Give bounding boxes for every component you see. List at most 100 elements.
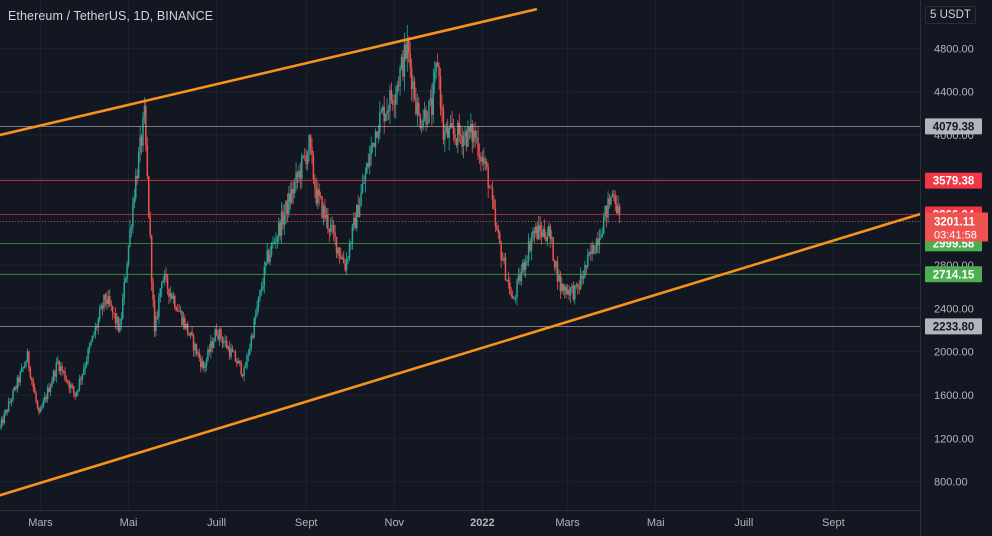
candle-up [218,328,221,340]
candle-up [119,324,121,332]
candle-up [598,238,601,246]
candle-down [312,154,315,180]
candle-down [226,341,228,349]
price-tick-label: 1600.00 [934,390,974,402]
candle-up [116,316,118,324]
candle-down [500,242,502,261]
candle-up [516,280,518,298]
candle-up [569,287,572,296]
candle-up [25,362,27,366]
candle-down [251,335,254,338]
candle-up [75,391,78,397]
candle-down [28,351,30,368]
candle-down [501,260,504,261]
candle-up [481,157,484,162]
candle-down [113,312,115,314]
candle-up [124,278,127,283]
candle-up [207,349,209,360]
candle-up [230,348,232,357]
countdown-label: 03:41:58 [934,230,977,242]
candle-up [433,71,436,83]
candle-down [578,286,580,289]
candle-down [149,216,151,236]
price-tick-label: 4800.00 [934,43,974,55]
candle-down [174,296,176,308]
candle-up [561,283,563,291]
candle-up [264,262,267,267]
candle-up [449,123,452,129]
candle-up [604,205,606,217]
candle-up [470,124,472,133]
candle-down [488,187,491,189]
time-tick-label: Mars [555,517,580,529]
candle-down [387,110,390,112]
candle-up [341,257,344,259]
candle-up [3,413,6,423]
candle-up [247,354,250,356]
candle-up [360,192,362,205]
candle-up [0,419,3,427]
candle-up [90,341,92,346]
candle-up [520,272,523,282]
candle-down [236,361,238,364]
candle-up [513,298,515,300]
candle-up [325,214,328,219]
candle-down [146,145,149,176]
candle-down [354,217,357,229]
last-price-label: 3201.11 [934,217,976,229]
candle-up [172,296,175,299]
candle-down [419,115,422,128]
candle-down [493,200,495,209]
candle-down [311,146,313,155]
candle-up [601,233,604,238]
candle-down [540,231,543,237]
candle-down [431,98,433,115]
candle-up [298,170,300,178]
candle-up [546,236,549,241]
candle-down [409,52,411,68]
candle-down [2,419,4,423]
candle-up [169,293,172,297]
candle-up [59,366,62,372]
candle-up [435,62,437,72]
candle-up [322,205,325,218]
candle-up [600,237,602,239]
candle-down [80,378,82,380]
symbol-title[interactable]: Ethereum / TetherUS, 1D, BINANCE [8,9,214,23]
candle-down [446,127,449,138]
candle-down [221,338,224,344]
candle-down [15,387,17,389]
candle-up [227,346,229,349]
candle-up [98,309,101,320]
candle-down [166,275,169,289]
candle-down [490,187,492,189]
candle-up [250,335,253,348]
candle-down [529,241,531,251]
currency-selector[interactable]: 5 USDT [925,6,976,24]
candle-up [416,102,419,115]
candle-down [188,333,190,336]
candle-down [200,358,202,368]
candle-up [0,426,1,428]
candle-down [202,361,205,369]
candle-down [234,351,237,362]
candle-up [429,98,432,101]
candle-down [165,273,167,276]
candle-down [405,44,407,59]
candle-up [358,204,361,217]
candle-up [400,56,403,68]
candle-down [553,260,556,268]
candle-up [379,112,381,133]
candle-up [46,387,49,400]
candle-up [81,373,84,380]
candle-down [585,265,588,267]
candle-down [334,232,336,237]
candle-down [367,163,370,167]
candle-down [562,283,565,291]
candle-up [422,119,424,127]
candle-up [83,368,85,374]
candle-up [617,206,619,214]
candle-down [459,134,462,136]
candle-up [386,110,388,115]
